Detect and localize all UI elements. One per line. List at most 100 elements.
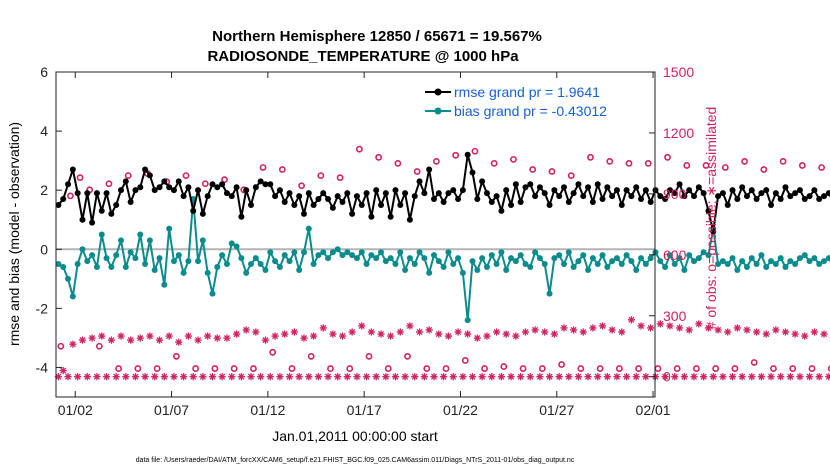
bias-series-marker <box>445 249 452 256</box>
rmse-series-marker <box>532 193 539 200</box>
obs-assimilated-marker <box>252 328 260 336</box>
obs-assimilated-marker <box>685 326 693 334</box>
rmse-series-marker <box>349 210 356 217</box>
obs-assimilated-marker <box>748 373 756 381</box>
rmse-series-marker <box>479 178 486 185</box>
rmse-series-marker <box>792 190 799 197</box>
obs-assimilated-marker <box>675 324 684 332</box>
rmse-series-marker <box>305 190 312 197</box>
rmse-series-marker <box>209 181 216 188</box>
rmse-series-marker <box>397 201 404 208</box>
obs-possible-marker <box>471 147 479 155</box>
y-tick-label-right: 1200 <box>663 125 694 141</box>
obs-possible-marker <box>558 361 565 368</box>
bias-series-marker <box>618 261 625 268</box>
obs-assimilated-marker <box>767 373 775 381</box>
obs-possible-marker <box>336 174 344 182</box>
rmse-series-marker <box>469 169 476 176</box>
bias-series-marker <box>65 275 72 282</box>
obs-possible-marker <box>596 365 604 372</box>
obs-possible-marker <box>95 342 103 350</box>
obs-assimilated-marker <box>324 373 332 381</box>
rmse-series-marker <box>440 199 447 205</box>
obs-assimilated-marker <box>762 330 770 338</box>
obs-possible-marker <box>567 172 575 179</box>
rmse-series-marker <box>763 187 770 194</box>
bias-series-marker <box>483 264 490 270</box>
rmse-series-marker <box>551 187 558 194</box>
bias-series-marker <box>108 264 115 270</box>
rmse-series-marker <box>199 210 206 217</box>
obs-assimilated-marker <box>204 332 212 340</box>
rmse-series-marker <box>353 193 360 200</box>
obs-assimilated-marker <box>175 338 183 346</box>
obs-assimilated-marker <box>319 324 327 332</box>
rmse-series-marker <box>768 201 775 208</box>
rmse-series-marker <box>79 216 86 223</box>
rmse-series-marker <box>406 216 413 223</box>
axes: 01/02 01/07 01/12 01/17 01/22 01/27 02/01 -4 -2 0… <box>36 64 695 418</box>
rmse-series-marker <box>560 184 567 191</box>
y-tick-label-left: 6 <box>40 64 48 80</box>
bias-series-marker <box>397 249 404 256</box>
obs-possible-marker <box>355 145 363 153</box>
obs-possible-marker <box>490 160 498 167</box>
rmse-series-marker <box>825 190 830 197</box>
obs-assimilated-marker <box>281 330 289 338</box>
obs-assimilated-marker <box>430 373 438 381</box>
rmse-series-marker <box>387 213 394 220</box>
bias-series-marker <box>137 231 144 238</box>
rmse-series-marker <box>378 201 385 208</box>
obs-possible-marker <box>731 365 739 372</box>
bias-series-marker <box>146 237 153 244</box>
obs-assimilated-marker <box>261 336 270 344</box>
obs-possible-marker <box>346 365 354 372</box>
rmse-series-marker <box>238 213 245 220</box>
bias-series-marker <box>792 261 799 268</box>
obs-possible-marker <box>654 365 662 372</box>
bias-series-marker <box>479 255 486 262</box>
obs-assimilated-marker <box>435 330 443 338</box>
bias-series-marker <box>565 249 572 256</box>
obs-assimilated-marker <box>483 332 491 340</box>
bias-series-marker <box>821 258 828 265</box>
bias-series-marker <box>609 258 616 265</box>
bias-series-marker <box>729 255 736 262</box>
obs-assimilated-marker <box>353 373 361 381</box>
obs-assimilated-marker <box>613 373 621 381</box>
rmse-series-marker <box>517 199 524 205</box>
bias-series-marker <box>811 255 818 262</box>
obs-assimilated-marker <box>223 334 231 342</box>
obs-assimilated-marker <box>141 373 149 381</box>
obs-assimilated-marker <box>228 373 236 381</box>
bias-series-marker <box>296 266 303 273</box>
obs-assimilated-marker <box>151 373 159 381</box>
obs-assimilated-marker <box>598 322 607 330</box>
rmse-series-marker <box>729 187 736 194</box>
rmse-series-marker <box>223 190 230 197</box>
obs-possible-marker <box>172 352 180 360</box>
obs-possible-marker <box>702 162 710 169</box>
rmse-series-marker <box>522 184 529 191</box>
bias-series-marker <box>406 255 413 262</box>
rmse-series-marker <box>821 193 828 200</box>
bias-series-marker <box>421 255 428 262</box>
rmse-series-marker <box>411 193 418 200</box>
obs-assimilated-marker <box>781 328 790 336</box>
legend: rmse grand pr = 1.9641 bias grand pr = -… <box>419 81 649 125</box>
rmse-series-marker <box>546 201 553 208</box>
obs-assimilated-marker <box>343 373 351 381</box>
rmse-series-marker <box>310 201 317 208</box>
y-axis-label-right: # of obs: o=possible; ∗=assimilated <box>703 107 719 330</box>
bias-series-marker <box>498 249 505 256</box>
obs-assimilated-marker <box>425 326 433 334</box>
bias-series-marker <box>315 252 322 259</box>
bias-series-marker <box>589 255 596 262</box>
obs-assimilated-marker <box>131 373 140 381</box>
bias-series-marker <box>758 252 765 259</box>
rmse-series-marker <box>493 193 500 200</box>
obs-assimilated-marker <box>160 373 168 381</box>
rmse-series-marker <box>801 196 808 203</box>
obs-possible-marker <box>201 180 209 188</box>
obs-assimilated-marker <box>704 324 713 332</box>
